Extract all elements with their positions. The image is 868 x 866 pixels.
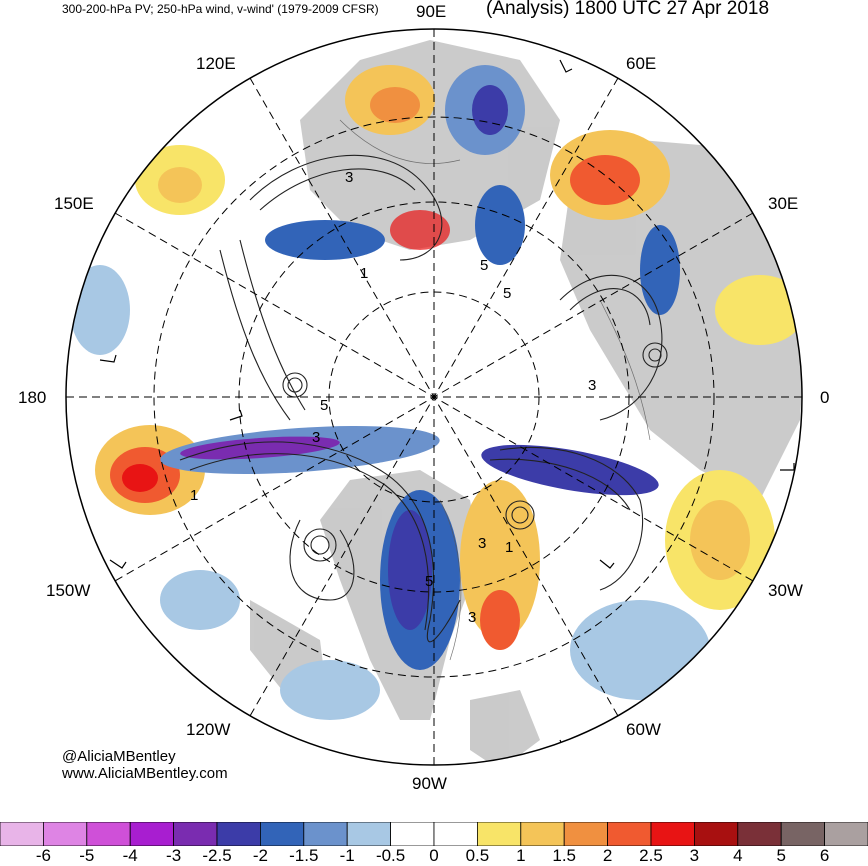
contour-label: 1 bbox=[360, 265, 368, 282]
colorbar-tick-label: -5 bbox=[79, 846, 95, 865]
lon-label-30e: 30E bbox=[768, 194, 799, 213]
colorbar-swatch bbox=[650, 822, 695, 846]
colorbar-tick-label: -2 bbox=[252, 846, 268, 865]
colorbar-tick-label: -6 bbox=[35, 846, 51, 865]
contour-label: 3 bbox=[588, 377, 596, 394]
lon-label-90w: 90W bbox=[412, 774, 447, 793]
graticule bbox=[66, 29, 802, 765]
colorbar-swatch bbox=[607, 822, 652, 846]
contour-label: 5 bbox=[480, 257, 488, 274]
colorbar-tick-label: 0 bbox=[429, 846, 439, 865]
lon-label-90e: 90E bbox=[416, 2, 447, 21]
colorbar-swatch bbox=[390, 822, 435, 846]
colorbar-tick-label: -3 bbox=[166, 846, 182, 865]
colorbar-swatch bbox=[0, 822, 44, 846]
credit-handle: @AliciaMBentley bbox=[62, 748, 176, 765]
colorbar-swatch bbox=[43, 822, 88, 846]
colorbar-tick-label: -1 bbox=[339, 846, 355, 865]
coastlines bbox=[339, 119, 651, 661]
colorbar-tick-label: 3 bbox=[689, 846, 700, 865]
colorbar-tick-label: 0.5 bbox=[465, 846, 490, 865]
colorbar-tick-label: 1 bbox=[516, 846, 526, 865]
pv-shading bbox=[70, 65, 802, 720]
colorbar-swatch bbox=[520, 822, 565, 846]
colorbar-swatch bbox=[563, 822, 609, 846]
colorbar-tick-label: 1.5 bbox=[552, 846, 577, 865]
colorbar-swatch bbox=[303, 822, 348, 846]
colorbar-tick-label: 2 bbox=[602, 846, 613, 865]
lon-label-180: 180 bbox=[18, 388, 47, 407]
lon-label-60e: 60E bbox=[626, 54, 657, 73]
contour-label: 5 bbox=[320, 397, 328, 414]
colorbar-swatch bbox=[824, 822, 868, 846]
colorbar-tick-label: 2.5 bbox=[639, 846, 663, 865]
contour-label: 3 bbox=[345, 169, 353, 186]
contour-label: 3 bbox=[312, 429, 320, 446]
colorbar-swatch bbox=[476, 822, 522, 846]
lon-label-60w: 60W bbox=[626, 720, 661, 739]
lon-label-120e: 120E bbox=[196, 54, 236, 73]
colorbar bbox=[0, 822, 868, 846]
colorbar-tick-label: 4 bbox=[733, 846, 743, 865]
map-boundary bbox=[65, 28, 803, 766]
lon-label-150w: 150W bbox=[46, 581, 91, 600]
colorbar-tick-label: 6 bbox=[819, 846, 830, 865]
colorbar-swatch bbox=[259, 822, 305, 846]
colorbar-swatch bbox=[346, 822, 392, 846]
credit-website: www.AliciaMBentley.com bbox=[62, 765, 228, 782]
colorbar-tick-label: -1.5 bbox=[289, 846, 319, 865]
lon-label-0: 0 bbox=[820, 388, 830, 407]
colorbar-swatch bbox=[216, 822, 261, 846]
lon-label-30w: 30W bbox=[768, 581, 803, 600]
colorbar-tick-label: -2.5 bbox=[202, 846, 232, 865]
colorbar-tick-label: -4 bbox=[122, 846, 138, 865]
contour-label: 5 bbox=[425, 573, 433, 590]
colorbar-swatch bbox=[433, 822, 478, 846]
polar-map: 3 5 5 3 1 3 5 3 1 5 3 1 bbox=[65, 28, 803, 766]
colorbar-swatch bbox=[694, 822, 739, 846]
contour-label: 3 bbox=[478, 535, 486, 552]
valid-time-title: (Analysis) 1800 UTC 27 Apr 2018 bbox=[486, 0, 770, 19]
colorbar-swatch bbox=[737, 822, 782, 846]
colorbar-swatch bbox=[173, 822, 218, 846]
lon-label-150e: 150E bbox=[54, 194, 94, 213]
colorbar-tick-label: -0.5 bbox=[375, 846, 406, 865]
contour-label: 1 bbox=[505, 539, 513, 556]
colorbar-swatch bbox=[129, 822, 174, 846]
colorbar-swatch bbox=[86, 822, 131, 846]
contour-label: 3 bbox=[468, 609, 476, 626]
colorbar-swatch bbox=[780, 822, 826, 846]
contour-label: 1 bbox=[190, 487, 198, 504]
colorbar-tick-label: 5 bbox=[776, 846, 786, 865]
map-title: 300-200-hPa PV; 250-hPa wind, v-wind' (1… bbox=[62, 2, 379, 16]
contour-label-group: 3 5 5 3 1 3 5 3 1 5 3 1 bbox=[190, 169, 596, 626]
lon-label-120w: 120W bbox=[186, 720, 231, 739]
contour-label: 5 bbox=[503, 285, 511, 302]
